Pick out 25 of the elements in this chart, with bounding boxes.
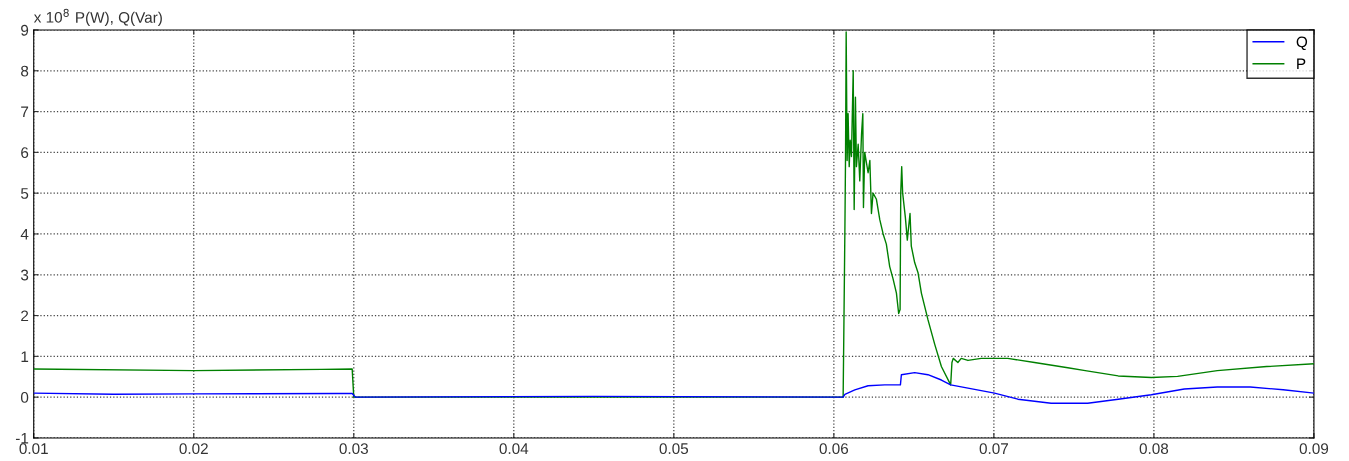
y-tick-label: 4 [20,228,29,240]
y-tick-label: 2 [21,310,29,322]
x-tick-label: 0.04 [499,443,529,455]
line-series [33,371,1314,404]
y-tick-label: -1 [15,432,29,444]
y-tick-label: 5 [20,188,29,199]
y-tick-label: 8 [21,65,29,77]
chart-title: P(W), Q(Var) [76,11,162,26]
x-tick-label: 0.06 [819,443,849,455]
x-tick-label: 0.03 [339,443,368,455]
y-tick-label: 0 [20,392,29,403]
x-tick-label: 0.02 [179,443,208,455]
y-tick-label: 6 [21,147,29,159]
y-tick-label: 3 [20,269,29,281]
x-tick-label: 0.07 [979,443,1008,455]
y-tick-label: 9 [21,24,29,36]
y-tick-label: 1 [21,351,29,362]
x-tick-label: 0.05 [659,443,689,455]
legend-label: Q [1296,36,1308,51]
x-tick-label: 0.01 [19,443,48,455]
text: x 10$^{8}$ [33,8,69,23]
legend-label: P [1297,58,1306,70]
x-tick-label: 0.08 [1139,443,1169,455]
y-tick-label: 7 [21,106,29,118]
x-tick-label: 0.09 [1299,443,1329,455]
